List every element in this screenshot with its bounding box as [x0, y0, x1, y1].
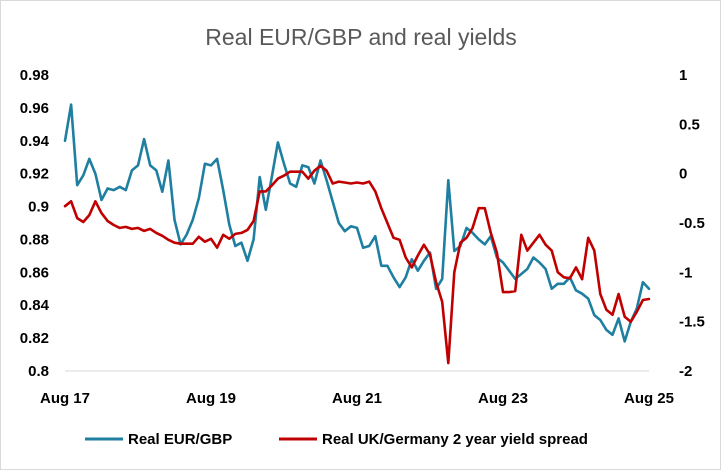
x-tick-label: Aug 17 [40, 390, 90, 407]
legend: Real EUR/GBP Real UK/Germany 2 year yield… [85, 431, 588, 448]
left-axis-ticks: 0.98 0.96 0.94 0.92 0.9 0.88 0.86 0.84 0.82 0.8 [20, 67, 50, 380]
x-tick-label: Aug 23 [478, 390, 528, 407]
y-right-tick-label: -0.5 [679, 215, 705, 232]
y-left-tick-label: 0.82 [20, 330, 49, 347]
y-right-tick-label: -1.5 [679, 314, 705, 331]
legend-label: Real EUR/GBP [128, 431, 232, 448]
y-left-tick-label: 0.98 [20, 67, 49, 84]
x-tick-label: Aug 19 [186, 390, 236, 407]
legend-label: Real UK/Germany 2 year yield spread [322, 431, 588, 448]
series-line-real-eurgbp [63, 103, 651, 343]
y-left-tick-label: 0.92 [20, 166, 49, 183]
y-right-tick-label: 0.5 [679, 116, 700, 133]
right-axis-ticks: 1 0.5 0 -0.5 -1 -1.5 -2 [679, 67, 705, 380]
series-lines [63, 103, 651, 365]
y-left-tick-label: 0.9 [28, 199, 49, 216]
y-left-tick-label: 0.94 [20, 133, 50, 150]
y-left-tick-label: 0.96 [20, 100, 49, 117]
y-right-tick-label: -2 [679, 363, 692, 380]
x-axis-ticks: Aug 17 Aug 19 Aug 21 Aug 23 Aug 25 [40, 390, 674, 407]
y-left-tick-label: 0.86 [20, 264, 49, 281]
series-line-real-yield-spread [63, 164, 651, 365]
chart-title: Real EUR/GBP and real yields [205, 24, 517, 50]
y-left-tick-label: 0.88 [20, 231, 49, 248]
x-tick-label: Aug 21 [332, 390, 382, 407]
x-tick-label: Aug 25 [624, 390, 674, 407]
y-right-tick-label: 0 [679, 166, 687, 183]
y-left-tick-label: 0.84 [20, 297, 50, 314]
y-right-tick-label: 1 [679, 67, 687, 84]
y-right-tick-label: -1 [679, 264, 692, 281]
y-left-tick-label: 0.8 [28, 363, 49, 380]
